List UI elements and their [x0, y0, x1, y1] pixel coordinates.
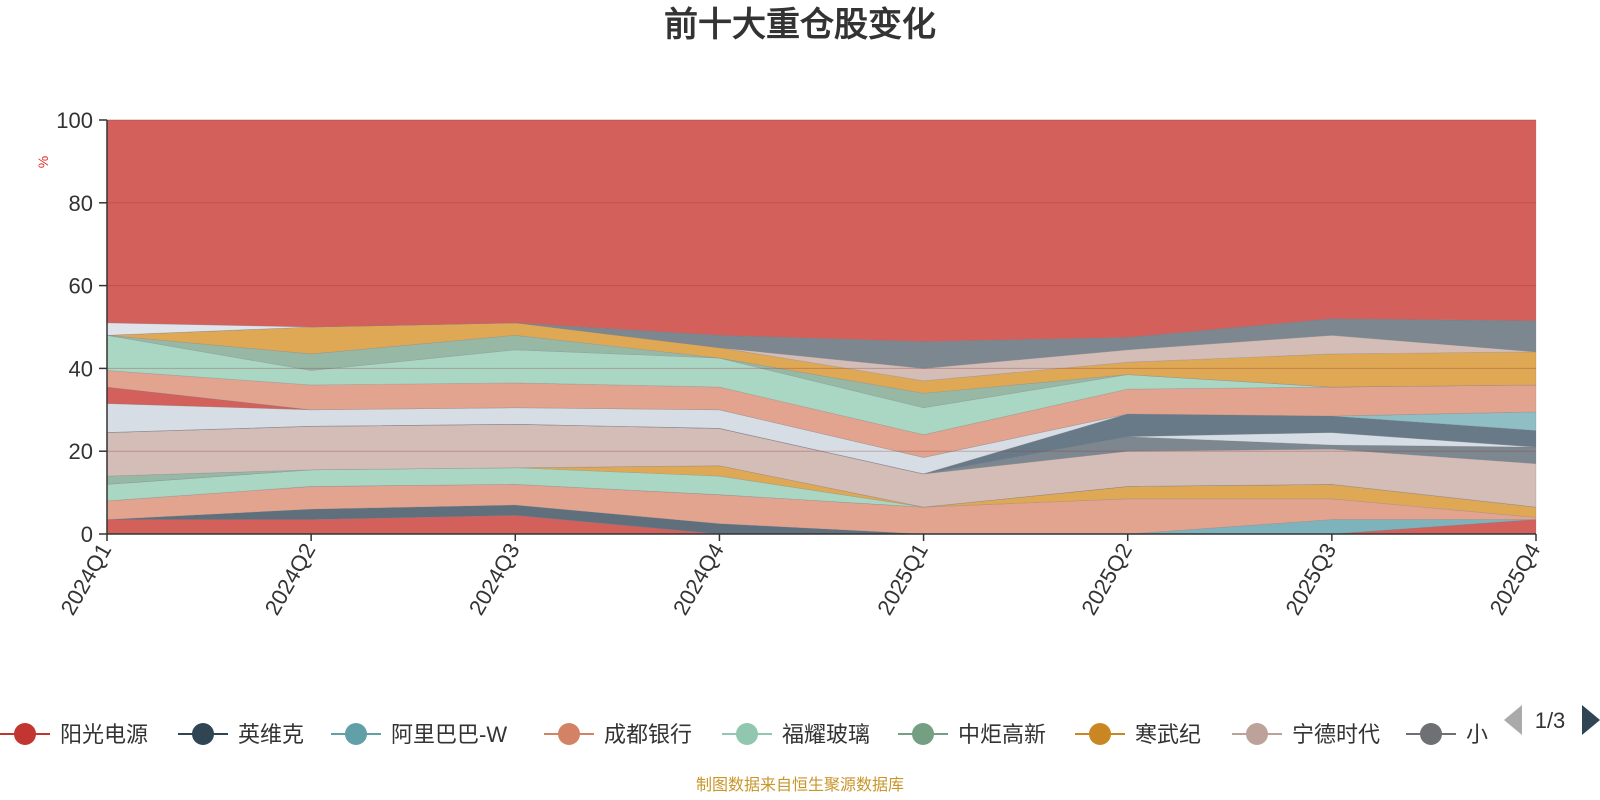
- legend-label: 成都银行: [604, 722, 692, 747]
- grid-lines: [107, 119, 1536, 452]
- legend-marker-icon: [912, 723, 934, 745]
- legend-page-indicator: 1/3: [1535, 708, 1566, 733]
- y-tick-label: 100: [56, 108, 93, 133]
- x-tick-label: 2025Q1: [872, 539, 933, 619]
- legend-item-1[interactable]: 阳光电源: [0, 722, 148, 747]
- legend-item-9[interactable]: 小: [1406, 722, 1488, 747]
- x-tick-label: 2024Q4: [668, 539, 729, 619]
- legend-label: 阳光电源: [60, 722, 148, 747]
- legend-label: 小: [1466, 722, 1488, 747]
- legend-label: 中炬高新: [958, 722, 1046, 747]
- y-tick-label: 80: [69, 191, 93, 216]
- legend[interactable]: 阳光电源 英维克 阿里巴巴-W 成都银行 福耀玻璃 中炬高新 寒武纪 宁德时代 小: [0, 722, 1488, 747]
- x-tick-label: 2025Q2: [1076, 539, 1137, 619]
- x-tick-label: 2025Q4: [1485, 539, 1546, 619]
- legend-prev-arrow-icon[interactable]: [1504, 705, 1522, 735]
- area-band-14: [106, 386, 1537, 458]
- y-tick-label: 0: [81, 522, 93, 547]
- y-tick-label: 60: [69, 274, 93, 299]
- legend-label: 英维克: [238, 722, 304, 747]
- legend-marker-icon: [345, 723, 367, 745]
- legend-label: 寒武纪: [1135, 722, 1201, 747]
- chart-title: 前十大重仓股变化: [664, 6, 936, 44]
- legend-item-8[interactable]: 宁德时代: [1232, 722, 1380, 747]
- area-band-13: [106, 411, 1537, 475]
- legend-pager: 1/3: [1504, 705, 1600, 735]
- legend-item-6[interactable]: 中炬高新: [898, 722, 1046, 747]
- y-axis-unit: %: [35, 156, 51, 168]
- legend-item-4[interactable]: 成都银行: [544, 722, 692, 747]
- legend-item-5[interactable]: 福耀玻璃: [722, 722, 870, 747]
- x-tick-label: 2024Q1: [56, 539, 117, 619]
- x-tick-label: 2024Q3: [464, 539, 525, 619]
- area-band-12: [106, 413, 1537, 475]
- data-source-note: 制图数据来自恒生聚源数据库: [696, 776, 904, 794]
- legend-marker-icon: [1420, 723, 1442, 745]
- legend-marker-icon: [192, 723, 214, 745]
- legend-item-3[interactable]: 阿里巴巴-W: [331, 722, 507, 747]
- legend-next-arrow-icon[interactable]: [1582, 705, 1600, 735]
- area-bands: [106, 119, 1537, 535]
- legend-label: 福耀玻璃: [782, 722, 870, 747]
- area-band-22: [106, 119, 1537, 342]
- legend-item-7[interactable]: 寒武纪: [1075, 722, 1201, 747]
- legend-label: 阿里巴巴-W: [391, 722, 507, 747]
- legend-marker-icon: [736, 723, 758, 745]
- x-tick-label: 2025Q3: [1280, 539, 1341, 619]
- legend-marker-icon: [14, 723, 36, 745]
- area-band-16: [106, 334, 1537, 435]
- legend-marker-icon: [558, 723, 580, 745]
- y-tick-label: 20: [69, 439, 93, 464]
- legend-item-2[interactable]: 英维克: [178, 722, 304, 747]
- legend-marker-icon: [1089, 723, 1111, 745]
- y-tick-label: 40: [69, 356, 93, 381]
- x-tick-label: 2024Q2: [260, 539, 321, 619]
- legend-label: 宁德时代: [1292, 722, 1380, 747]
- legend-marker-icon: [1246, 723, 1268, 745]
